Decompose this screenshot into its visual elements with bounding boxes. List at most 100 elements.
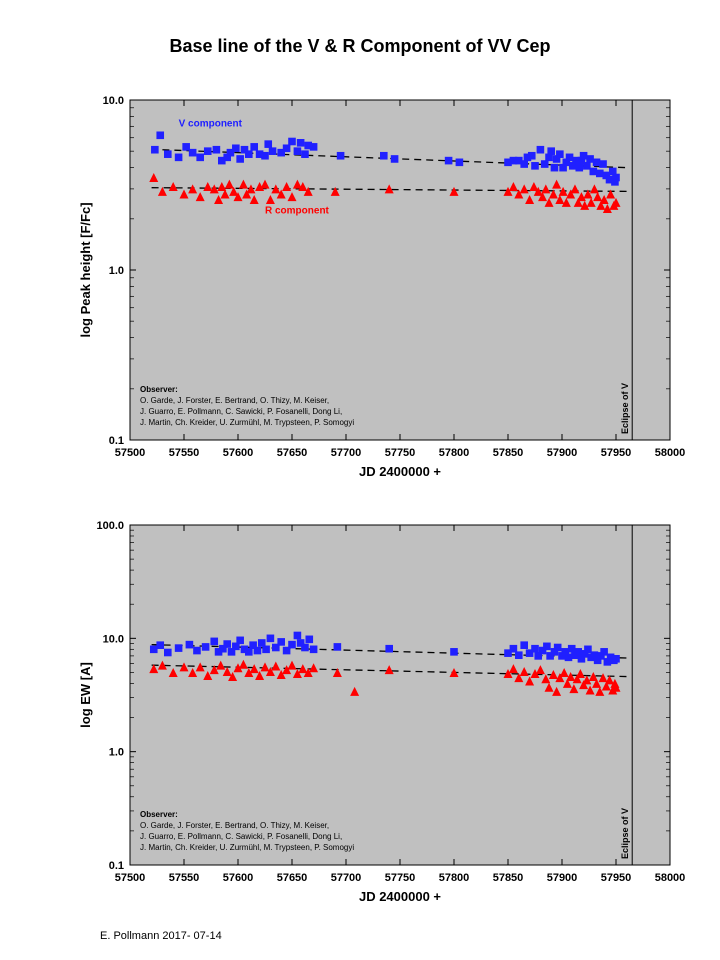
v-marker (391, 155, 399, 163)
v-marker (586, 155, 594, 163)
v-marker (537, 146, 545, 154)
v-marker (156, 131, 164, 139)
v-marker (541, 160, 549, 168)
chart-peak-height: 0.11.010.0575005755057600576505770057750… (70, 95, 670, 490)
v-marker (301, 644, 309, 652)
v-marker (543, 643, 551, 651)
v-marker (175, 644, 183, 652)
v-marker (151, 146, 159, 154)
x-axis-label: JD 2400000 + (359, 889, 441, 904)
v-marker (213, 146, 221, 154)
x-tick-label: 57800 (439, 447, 470, 459)
v-marker (202, 643, 210, 651)
v-marker (612, 655, 620, 663)
x-tick-label: 57950 (601, 872, 632, 884)
v-marker (189, 149, 197, 157)
v-marker (600, 648, 608, 656)
v-marker (556, 150, 564, 158)
y-tick-label: 0.1 (109, 860, 124, 872)
y-tick-label: 1.0 (109, 265, 124, 277)
v-marker (175, 154, 183, 162)
observer-line: J. Martin, Ch. Kreider, U. Zurmühl, M. T… (140, 843, 354, 852)
v-marker (277, 638, 285, 646)
x-tick-label: 57650 (277, 447, 308, 459)
x-tick-label: 57500 (115, 447, 146, 459)
y-tick-label: 100.0 (96, 520, 124, 532)
v-marker (596, 170, 604, 178)
v-marker (583, 162, 591, 170)
x-tick-label: 57550 (169, 872, 200, 884)
x-tick-label: 57900 (547, 872, 578, 884)
observer-line: O. Garde, J. Forster, E. Bertrand, O. Th… (140, 821, 329, 830)
v-marker (288, 138, 296, 146)
v-marker (250, 143, 258, 151)
v-marker (380, 152, 388, 160)
v-marker (262, 646, 270, 654)
v-marker (150, 646, 158, 654)
x-axis-label: JD 2400000 + (359, 464, 441, 479)
x-tick-label: 57700 (331, 872, 362, 884)
v-marker (261, 152, 269, 160)
observer-header: Observer: (140, 385, 178, 394)
v-marker (575, 164, 583, 172)
v-marker (456, 159, 464, 167)
x-tick-label: 57650 (277, 872, 308, 884)
v-marker (210, 638, 218, 646)
v-marker (232, 144, 240, 152)
x-tick-label: 57750 (385, 872, 416, 884)
v-marker (520, 641, 528, 649)
x-tick-label: 57600 (223, 872, 254, 884)
v-marker (337, 152, 345, 160)
r-component-label: R component (265, 205, 330, 216)
v-marker (297, 139, 305, 147)
v-marker (593, 159, 601, 167)
x-tick-label: 58000 (655, 872, 686, 884)
v-marker (305, 636, 313, 644)
v-marker (450, 648, 458, 656)
v-component-label: V component (179, 118, 243, 129)
observer-line: J. Guarro, E. Pollmann, C. Sawicki, P. F… (140, 407, 342, 416)
v-marker (269, 147, 277, 155)
v-marker (236, 637, 244, 645)
v-marker (584, 646, 592, 654)
v-marker (554, 644, 562, 652)
footer-credit: E. Pollmann 2017- 07-14 (100, 930, 222, 942)
v-marker (520, 160, 528, 168)
y-axis-label: log Peak height [F/Fc] (78, 202, 93, 337)
v-marker (385, 645, 393, 653)
eclipse-label: Eclipse of V (620, 808, 630, 859)
v-marker (551, 164, 559, 172)
v-marker (245, 150, 253, 158)
v-marker (445, 157, 453, 165)
observer-line: O. Garde, J. Forster, E. Bertrand, O. Th… (140, 396, 329, 405)
v-marker (186, 641, 194, 649)
x-tick-label: 57800 (439, 872, 470, 884)
v-marker (515, 651, 523, 659)
v-marker (264, 140, 272, 148)
v-marker (182, 143, 190, 151)
y-tick-label: 10.0 (103, 95, 124, 107)
v-marker (310, 143, 318, 151)
observer-line: J. Martin, Ch. Kreider, U. Zurmühl, M. T… (140, 418, 354, 427)
v-marker (254, 647, 262, 655)
v-marker (294, 147, 302, 155)
v-marker (164, 150, 172, 158)
x-tick-label: 57850 (493, 872, 524, 884)
x-tick-label: 57750 (385, 447, 416, 459)
v-marker (193, 647, 201, 655)
v-marker (156, 641, 164, 649)
eclipse-label: Eclipse of V (620, 383, 630, 434)
x-tick-label: 57700 (331, 447, 362, 459)
plot-area (130, 525, 670, 865)
v-marker (236, 155, 244, 163)
x-tick-label: 57500 (115, 872, 146, 884)
v-marker (510, 645, 518, 653)
y-tick-label: 10.0 (103, 633, 124, 645)
observer-header: Observer: (140, 810, 178, 819)
v-marker (612, 174, 620, 182)
x-tick-label: 57950 (601, 447, 632, 459)
v-marker (531, 162, 539, 170)
x-tick-label: 58000 (655, 447, 686, 459)
v-marker (565, 654, 573, 662)
v-marker (599, 160, 607, 168)
